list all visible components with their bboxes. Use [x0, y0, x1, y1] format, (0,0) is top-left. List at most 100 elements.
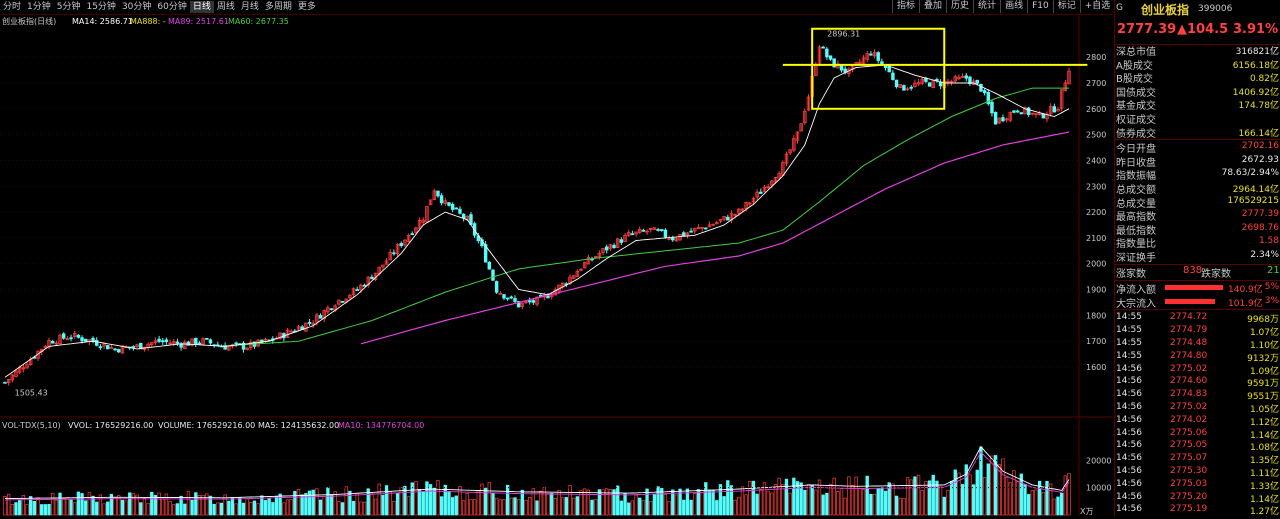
- period-3[interactable]: 15分钟: [86, 2, 116, 12]
- kline-chart[interactable]: 创业板指(日线) MA14: 2586.71 MA888: - MA89: 25…: [0, 15, 1113, 516]
- volume-bar: [69, 499, 73, 516]
- candle-body: [417, 220, 422, 229]
- volume-bar: [623, 493, 627, 516]
- index-name: 创业板指: [1141, 3, 1190, 17]
- tool-2[interactable]: 历史: [946, 0, 973, 13]
- candle-body: [759, 191, 763, 194]
- tick-price: 2775.02: [1170, 401, 1208, 412]
- price-tick-6: 2200: [1086, 208, 1106, 217]
- tick-volume: 1.12亿: [1249, 417, 1279, 428]
- stat-value: 6156.18亿: [1232, 60, 1279, 71]
- candle-body: [762, 187, 767, 193]
- volume-bar: [634, 494, 638, 516]
- volume-bar: [388, 491, 392, 516]
- candle-body: [498, 292, 503, 295]
- stat-label: 权证成交: [1116, 115, 1156, 126]
- tool-6[interactable]: 标记: [1052, 0, 1080, 13]
- candle-body: [869, 53, 873, 56]
- tool-3[interactable]: 统计: [973, 0, 1000, 13]
- period-0[interactable]: 分时: [3, 2, 22, 12]
- candle-body: [894, 79, 899, 88]
- flow-bar: [1165, 298, 1215, 304]
- volume-bar: [436, 480, 440, 516]
- stat-value: 174.78亿: [1238, 101, 1280, 112]
- candle-body: [704, 227, 708, 230]
- candle-body: [630, 233, 635, 236]
- period-10[interactable]: 更多: [297, 2, 316, 12]
- volume-bar: [652, 494, 657, 516]
- volume-bar: [117, 495, 121, 516]
- candle-body: [612, 244, 616, 249]
- candle-body: [733, 213, 737, 216]
- stat-row-0: 深总市值 316821亿: [1115, 43, 1280, 58]
- period-2[interactable]: 5分钟: [56, 2, 81, 12]
- flow-bar: [1165, 285, 1223, 291]
- period-1[interactable]: 1分钟: [27, 2, 51, 12]
- candle-body: [652, 227, 657, 230]
- tool-1[interactable]: 叠加: [919, 0, 946, 13]
- candle-body: [80, 337, 84, 342]
- tool-5[interactable]: F10: [1027, 0, 1053, 13]
- volume-bar: [443, 484, 447, 516]
- candle-body: [524, 301, 528, 304]
- volume-bar: [1067, 473, 1071, 516]
- period-6[interactable]: 日线: [189, 1, 214, 13]
- volume-bar: [494, 497, 499, 516]
- period-9[interactable]: 多周期: [264, 2, 292, 12]
- period-selector: 分时 1分钟 5分钟 15分钟 30分钟 60分钟 日线 周线 月线 多周期 更多: [0, 1, 319, 13]
- tool-0[interactable]: 指标: [892, 0, 919, 13]
- volume-bar: [472, 499, 477, 516]
- volume-bar: [432, 487, 436, 516]
- right-panel: G 创业板指 399006 2777.39 ▲104.5 3.91% 深总市值 3…: [1114, 0, 1280, 517]
- period-7[interactable]: 周线: [216, 2, 235, 12]
- candle-body: [960, 75, 965, 78]
- period-5[interactable]: 60分钟: [157, 2, 187, 12]
- tool-7[interactable]: +自选: [1079, 0, 1115, 13]
- tick-time: 14:56: [1116, 427, 1142, 438]
- candle-body: [586, 257, 591, 265]
- tick-price: 2775.30: [1170, 465, 1208, 476]
- candle-body: [538, 294, 543, 297]
- volume-axis: 20000 10000: [0, 456, 1111, 493]
- volume-bar: [227, 500, 231, 516]
- volume-bar: [766, 490, 770, 516]
- candle-body: [113, 348, 117, 351]
- candle-body: [682, 232, 686, 237]
- stat-value: 0.82亿: [1249, 74, 1279, 85]
- volume-bar: [740, 486, 745, 516]
- candle-body: [326, 307, 330, 313]
- period-4[interactable]: 30分钟: [121, 2, 152, 12]
- volume-bar: [704, 482, 708, 516]
- volume-bar: [293, 490, 297, 516]
- index-code: 399006: [1198, 4, 1233, 14]
- volume-bar: [520, 489, 524, 516]
- volume-bar: [333, 491, 337, 516]
- volume-bar: [175, 503, 180, 516]
- tick-row: 14:56 2775.02 1.05亿: [1115, 401, 1280, 415]
- stat-value: 2.34%: [1250, 250, 1279, 260]
- stat2-row-4: 总成交量 176529215: [1115, 195, 1280, 210]
- chart-area[interactable]: 创业板指(日线) MA14: 2586.71 MA888: - MA89: 25…: [0, 15, 1113, 516]
- candle-body: [832, 58, 836, 68]
- candle-body: [604, 246, 609, 251]
- volume-bar: [282, 502, 286, 516]
- vol-legend-volume: VOLUME: 176529216.00: [158, 421, 255, 430]
- volume-bar: [876, 487, 880, 516]
- volume-bar: [682, 499, 686, 516]
- volume-bar: [990, 455, 994, 516]
- volume-bar: [1059, 492, 1064, 516]
- price-tick-12: 1600: [1086, 363, 1106, 372]
- tool-4[interactable]: 画线: [1000, 0, 1027, 13]
- volume-bar: [14, 502, 18, 516]
- tick-price: 2774.80: [1170, 350, 1208, 361]
- volume-bar: [6, 493, 11, 516]
- volume-bar: [619, 500, 624, 516]
- flow-label: 净流入额: [1116, 285, 1156, 297]
- tick-volume: 1.35亿: [1249, 456, 1279, 467]
- volume-bar: [1004, 476, 1009, 516]
- candle-body: [186, 341, 191, 346]
- volume-bar: [491, 492, 495, 516]
- volume-bar: [810, 485, 814, 516]
- volume-bar: [344, 486, 348, 516]
- period-8[interactable]: 月线: [240, 2, 259, 12]
